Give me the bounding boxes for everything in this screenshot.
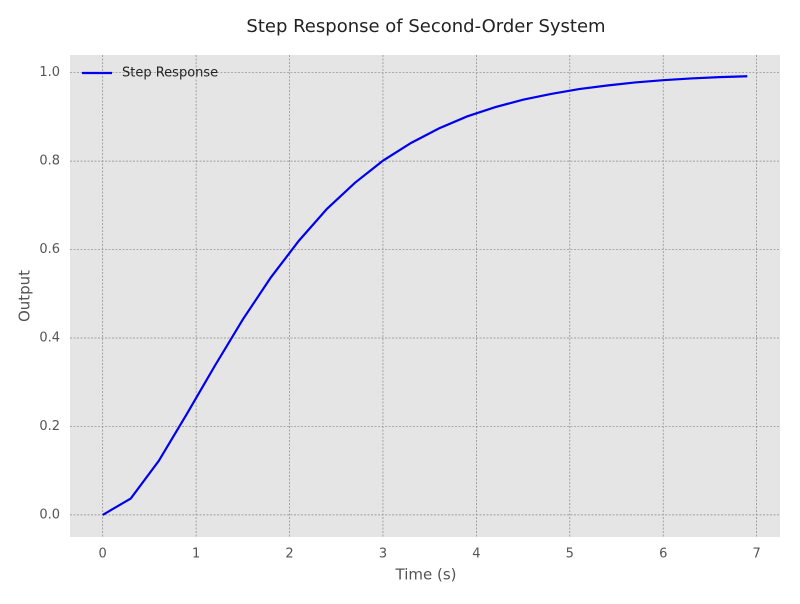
y-tick-label: 1.0 xyxy=(39,65,60,80)
legend-label: Step Response xyxy=(122,66,218,81)
x-tick-label: 7 xyxy=(753,547,761,562)
x-tick-label: 2 xyxy=(285,547,293,562)
x-tick-label: 6 xyxy=(659,547,667,562)
data-line xyxy=(102,75,748,516)
x-tick-label: 5 xyxy=(566,547,574,562)
y-tick-label: 0.0 xyxy=(39,507,60,522)
x-axis-label: Time (s) xyxy=(395,566,457,584)
y-tick-label: 0.4 xyxy=(39,331,60,346)
x-tick-label: 1 xyxy=(192,547,200,562)
y-tick-label: 0.8 xyxy=(39,154,60,169)
y-axis-label: Output xyxy=(16,270,34,322)
x-tick-label: 4 xyxy=(472,547,480,562)
x-tick-label: 3 xyxy=(379,547,387,562)
x-tick-label: 0 xyxy=(99,547,107,562)
y-tick-label: 0.2 xyxy=(39,419,60,434)
chart-title: Step Response of Second-Order System xyxy=(246,16,605,37)
y-tick-label: 0.6 xyxy=(39,242,60,257)
plot-area xyxy=(70,55,780,537)
